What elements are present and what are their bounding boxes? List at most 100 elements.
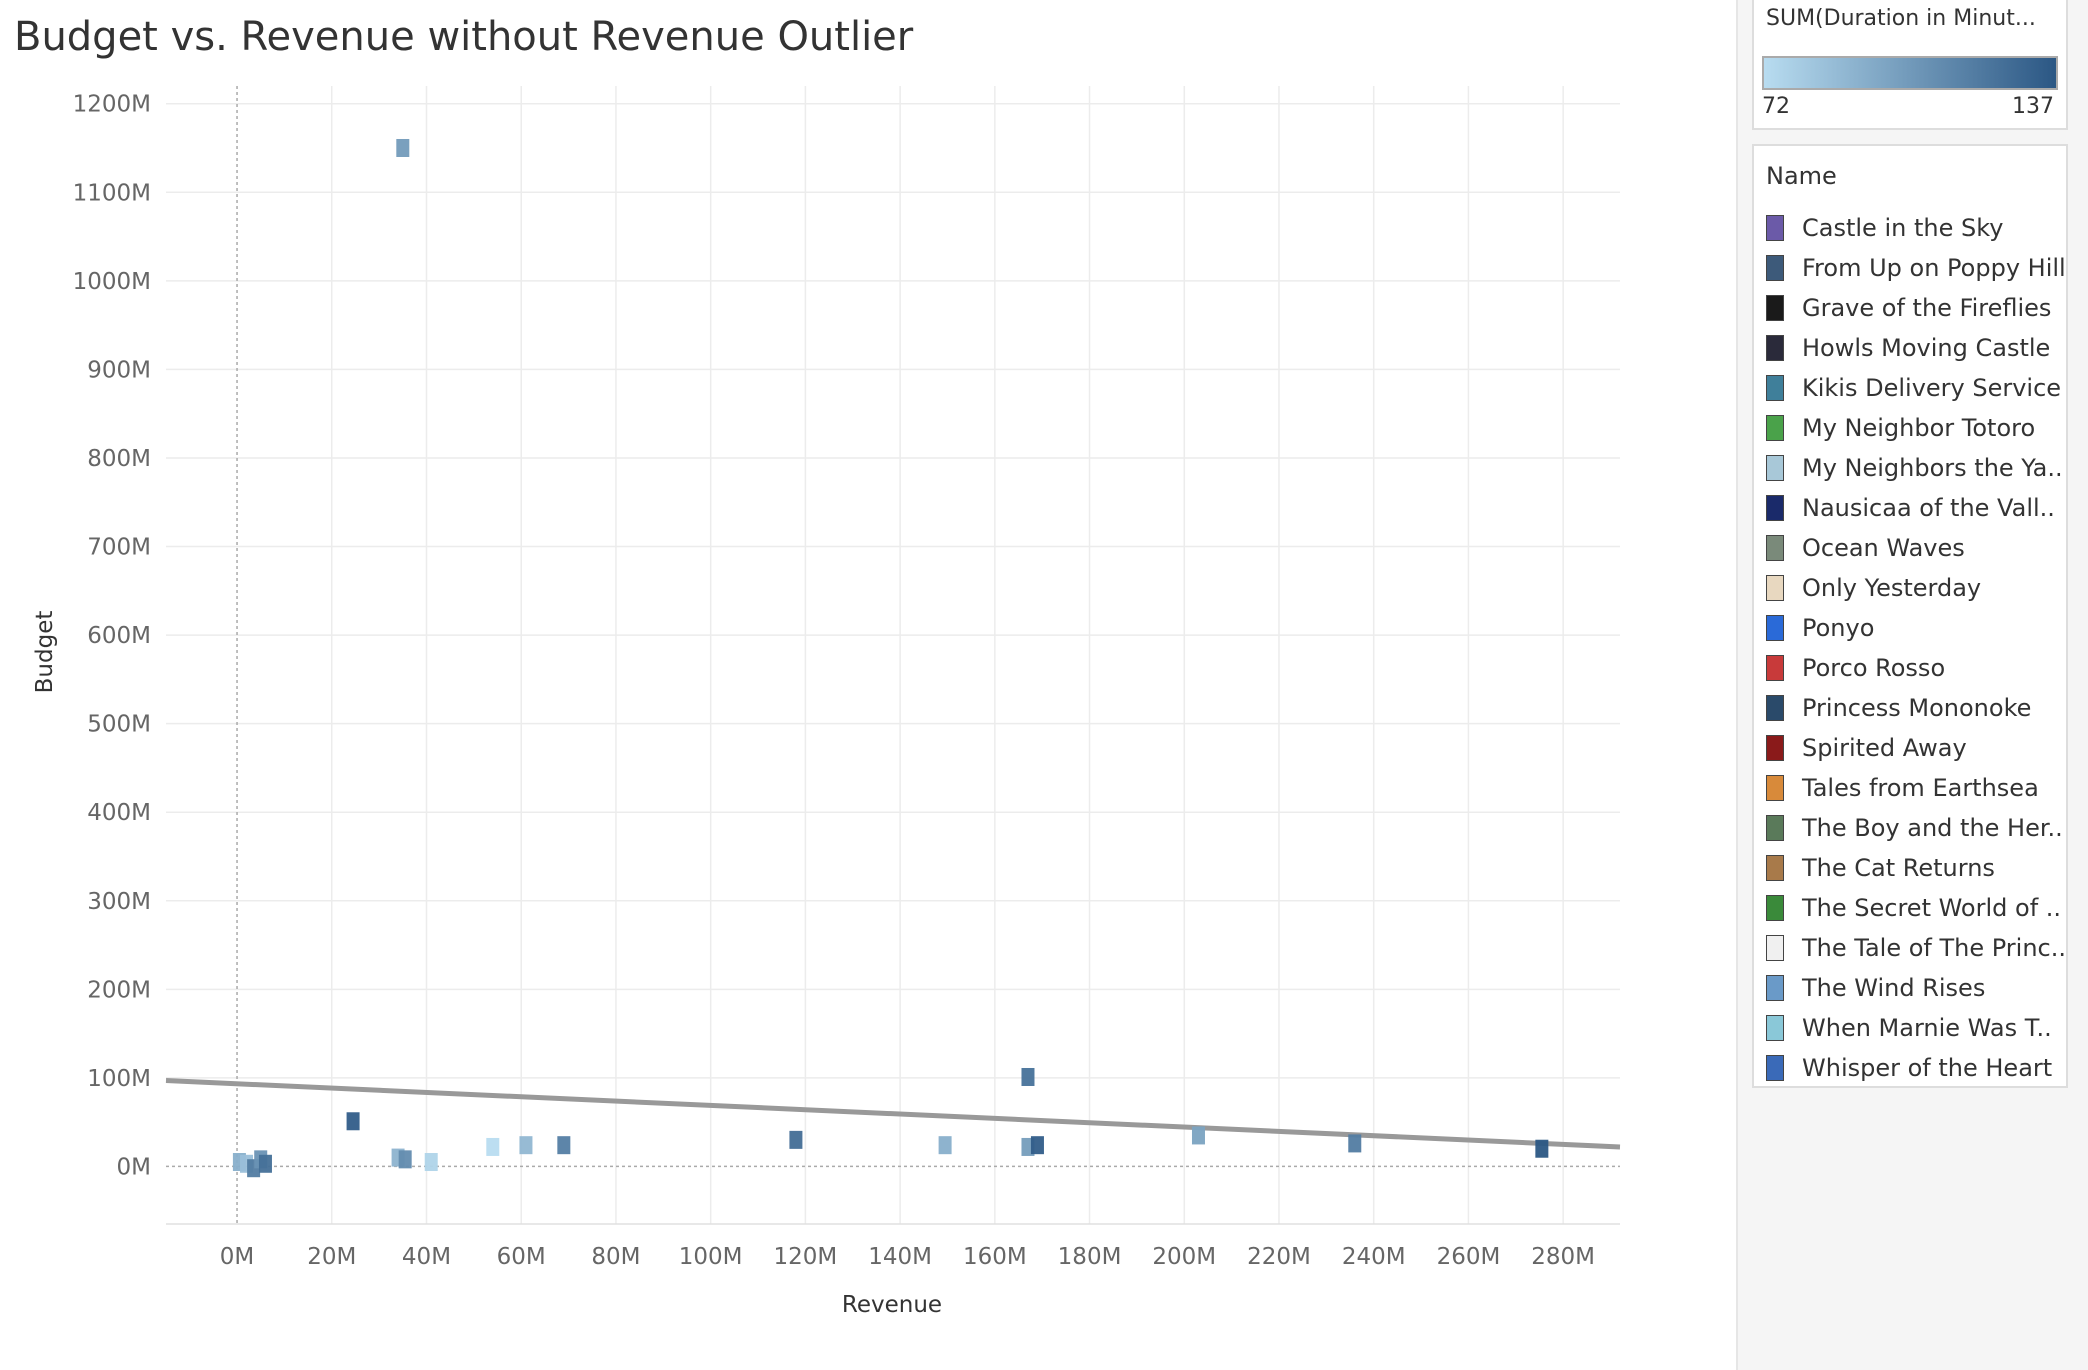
legend-item-label: The Cat Returns [1802,854,1995,882]
name-legend-list: Castle in the Sky From Up on Poppy Hill Gr… [1766,208,2066,1088]
legend-panel: SUM(Duration in Minut... 72 137 Name Cas… [1736,0,2088,1370]
y-tick-label: 1000M [73,269,151,295]
legend-item-label: Ponyo [1802,614,1875,642]
legend-item[interactable]: The Tale of The Princ.. [1766,928,2066,968]
legend-item[interactable]: Ocean Waves [1766,528,2066,568]
chart-title: Budget vs. Revenue without Revenue Outli… [14,14,914,60]
data-point[interactable] [557,1136,571,1155]
poster-thumbnail-icon [1766,535,1784,561]
name-legend[interactable]: Name Castle in the Sky From Up on Poppy H… [1752,144,2068,1088]
poster-thumbnail-icon [1766,455,1784,481]
x-tick-label: 60M [497,1244,546,1270]
legend-item-label: The Boy and the Her.. [1802,814,2063,842]
poster-thumbnail-icon [1766,255,1784,281]
data-point[interactable] [424,1153,438,1172]
data-point[interactable] [1535,1139,1549,1158]
y-tick-label: 0M [117,1154,151,1180]
legend-item-label: Spirited Away [1802,734,1967,762]
poster-thumbnail-icon [1766,655,1784,681]
y-axis-label: Budget [32,611,58,694]
legend-item-label: Castle in the Sky [1802,214,2004,242]
color-ramp-max: 137 [2012,94,2054,119]
color-legend[interactable]: SUM(Duration in Minut... 72 137 [1752,0,2068,130]
x-axis-label: Revenue [842,1292,942,1318]
legend-item[interactable]: Only Yesterday [1766,568,2066,608]
legend-item-label: Porco Rosso [1802,654,1946,682]
legend-item-label: The Wind Rises [1802,974,1986,1002]
data-point[interactable] [1348,1134,1362,1153]
y-tick-label: 500M [87,712,151,738]
legend-item[interactable]: The Cat Returns [1766,848,2066,888]
poster-thumbnail-icon [1766,575,1784,601]
data-point[interactable] [346,1112,360,1131]
trend-layer [165,1078,1621,1150]
legend-item-label: The Tale of The Princ.. [1802,934,2066,962]
legend-item[interactable]: The Secret World of .. [1766,888,2066,928]
poster-thumbnail-icon [1766,375,1784,401]
legend-item[interactable]: Princess Mononoke [1766,688,2066,728]
x-tick-label: 280M [1531,1244,1595,1270]
legend-item[interactable]: Spirited Away [1766,728,2066,768]
legend-item[interactable]: My Neighbors the Ya.. [1766,448,2066,488]
y-axis: 0M 100M 200M 300M 400M 500M 600M 700M 800M 900M 10… [73,92,151,1181]
x-tick-label: 80M [591,1244,640,1270]
poster-thumbnail-icon [1766,215,1784,241]
poster-thumbnail-icon [1766,975,1784,1001]
legend-item-label: Princess Mononoke [1802,694,2032,722]
poster-thumbnail-icon [1766,415,1784,441]
legend-item-label: My Neighbors the Ya.. [1802,454,2063,482]
legend-item[interactable]: Howls Moving Castle [1766,328,2066,368]
x-tick-label: 220M [1247,1244,1311,1270]
x-tick-label: 0M [220,1244,254,1270]
x-tick-label: 160M [963,1244,1027,1270]
legend-item[interactable]: Nausicaa of the Vall.. [1766,488,2066,528]
points-layer [232,138,1549,1178]
y-tick-label: 700M [87,535,151,561]
legend-item-label: Howls Moving Castle [1802,334,2051,362]
data-point[interactable] [486,1137,500,1156]
x-axis: 0M 20M 40M 60M 80M 100M 120M 140M 160M 180M 200M 22… [166,1223,1620,1270]
x-tick-label: 100M [679,1244,743,1270]
legend-item-label: Only Yesterday [1802,574,1982,602]
legend-item[interactable]: Grave of the Fireflies [1766,288,2066,328]
x-tick-label: 140M [868,1244,932,1270]
legend-item[interactable]: Whisper of the Heart [1766,1048,2066,1088]
x-tick-label: 180M [1058,1244,1122,1270]
legend-item[interactable]: Tales from Earthsea [1766,768,2066,808]
poster-thumbnail-icon [1766,895,1784,921]
data-point[interactable] [396,138,410,157]
legend-item[interactable]: The Wind Rises [1766,968,2066,1008]
data-point[interactable] [1191,1126,1205,1145]
data-point[interactable] [1030,1136,1044,1155]
x-tick-label: 200M [1152,1244,1216,1270]
legend-item-label: Grave of the Fireflies [1802,294,2052,322]
data-point[interactable] [789,1130,803,1149]
x-tick-label: 260M [1437,1244,1501,1270]
y-tick-label: 1200M [73,92,151,118]
legend-item[interactable]: Ponyo [1766,608,2066,648]
name-legend-title: Name [1766,162,1837,190]
legend-item[interactable]: From Up on Poppy Hill [1766,248,2066,288]
y-tick-label: 200M [87,977,151,1003]
y-tick-label: 600M [87,623,151,649]
legend-item[interactable]: Porco Rosso [1766,648,2066,688]
data-point[interactable] [258,1154,272,1173]
legend-item[interactable]: My Neighbor Totoro [1766,408,2066,448]
legend-item-label: Kikis Delivery Service [1802,374,2062,402]
legend-item[interactable]: Kikis Delivery Service [1766,368,2066,408]
legend-item[interactable]: Castle in the Sky [1766,208,2066,248]
data-point[interactable] [398,1150,412,1169]
y-tick-label: 900M [87,357,151,383]
poster-thumbnail-icon [1766,335,1784,361]
color-legend-title: SUM(Duration in Minut... [1766,6,2036,31]
legend-item-label: The Secret World of .. [1802,894,2062,922]
y-tick-label: 400M [87,800,151,826]
legend-item-label: Whisper of the Heart [1802,1054,2053,1082]
legend-item-label: From Up on Poppy Hill [1802,254,2066,282]
legend-item[interactable]: When Marnie Was T.. [1766,1008,2066,1048]
y-tick-label: 300M [87,889,151,915]
data-point[interactable] [519,1136,533,1155]
data-point[interactable] [1021,1067,1035,1086]
legend-item[interactable]: The Boy and the Her.. [1766,808,2066,848]
data-point[interactable] [938,1136,952,1155]
